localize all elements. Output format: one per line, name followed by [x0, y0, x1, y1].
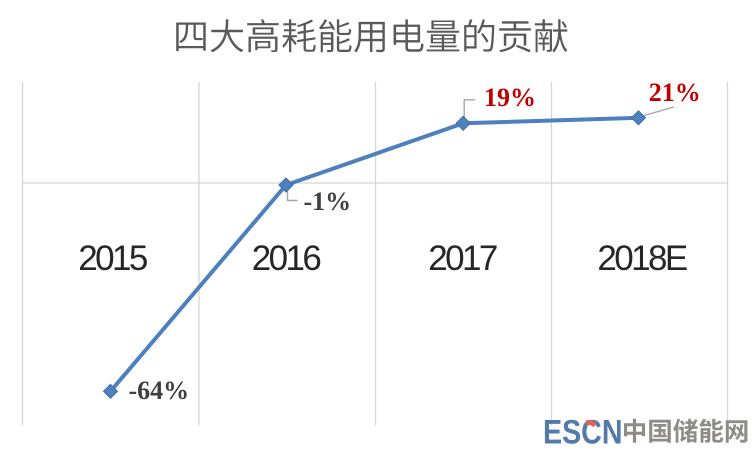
- svg-text:2017: 2017: [428, 239, 497, 278]
- svg-text:-64%: -64%: [129, 376, 190, 405]
- svg-text:2018E: 2018E: [597, 239, 686, 278]
- svg-text:2016: 2016: [252, 239, 321, 278]
- svg-text:ESCN: ESCN: [543, 413, 622, 450]
- svg-text:21%: 21%: [649, 78, 701, 107]
- svg-text:-1%: -1%: [304, 187, 352, 216]
- svg-text:19%: 19%: [484, 83, 536, 112]
- svg-text:2015: 2015: [78, 239, 147, 278]
